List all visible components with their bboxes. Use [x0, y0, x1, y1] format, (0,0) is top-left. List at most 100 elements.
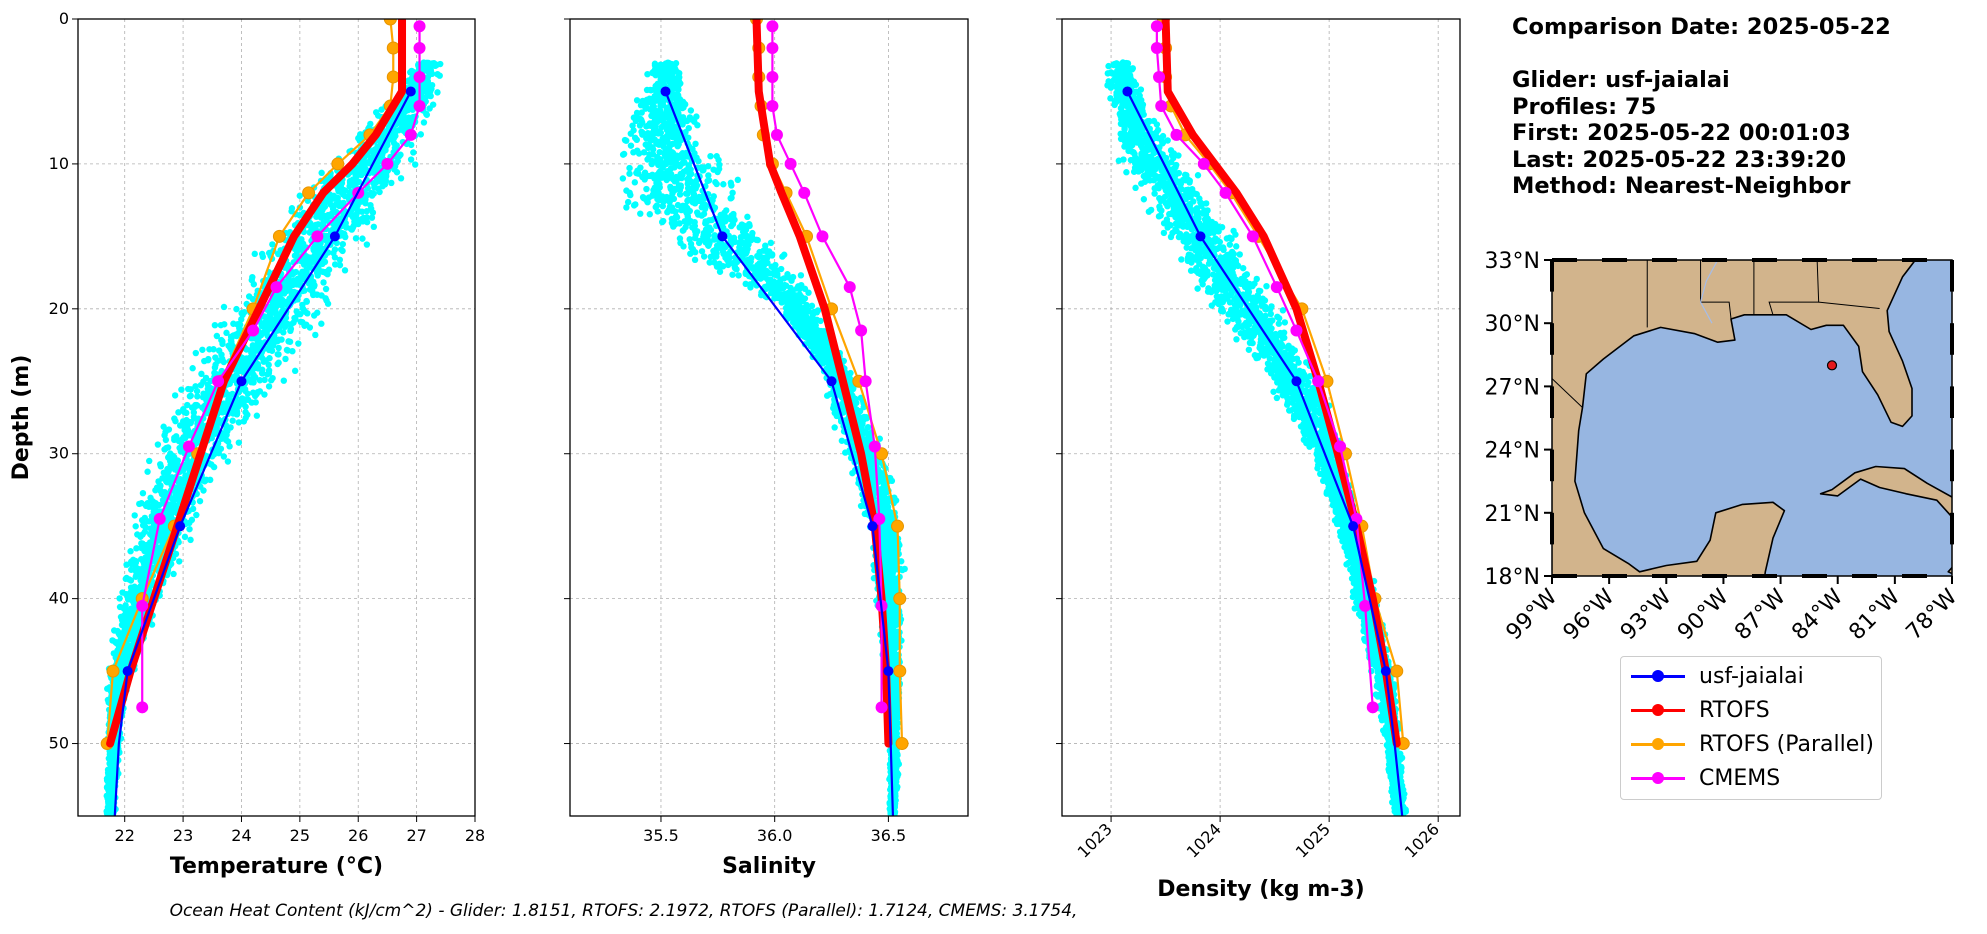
glider-scatter-point: [793, 285, 801, 292]
glider-scatter-point: [680, 243, 687, 250]
glider-scatter-point: [136, 500, 143, 508]
glider-scatter-point: [297, 277, 304, 284]
glider-scatter-point: [747, 284, 754, 291]
glider-scatter-point: [659, 164, 667, 171]
glider-scatter-point: [864, 424, 872, 431]
series-marker-cmems: [311, 230, 324, 243]
glider-scatter-point: [304, 310, 311, 317]
glider-scatter-point: [196, 497, 204, 505]
glider-scatter-point: [235, 367, 243, 374]
glider-scatter-point: [136, 584, 144, 591]
glider-scatter-point: [181, 408, 188, 416]
glider-scatter-point: [415, 61, 422, 68]
glider-scatter-point: [291, 367, 299, 375]
glider-scatter-point: [116, 603, 124, 611]
glider-scatter-point: [705, 241, 713, 248]
glider-scatter-point: [320, 279, 327, 286]
glider-scatter-point: [265, 383, 273, 390]
glider-scatter-point: [248, 349, 255, 357]
glider-scatter-point: [175, 409, 182, 416]
glider-scatter-point: [779, 291, 786, 298]
glider-scatter-point: [363, 241, 371, 248]
glider-scatter-point: [700, 253, 708, 260]
y-tick-label: 50: [49, 734, 69, 753]
x-tick-label: 22: [115, 826, 135, 845]
glider-scatter-point: [339, 240, 347, 248]
glider-scatter-point: [436, 72, 443, 79]
series-marker-rtofs-parallel: [386, 70, 400, 84]
glider-scatter-point: [685, 219, 692, 226]
glider-scatter-point: [133, 545, 140, 552]
glider-scatter-point: [105, 797, 113, 805]
glider-scatter-point: [242, 396, 249, 403]
glider-scatter-point: [687, 240, 695, 248]
glider-scatter-point: [116, 595, 123, 602]
glider-scatter-point: [656, 181, 663, 188]
glider-scatter-point: [679, 154, 686, 162]
glider-scatter-point: [689, 199, 696, 206]
glider-scatter-point: [318, 320, 325, 327]
glider-scatter-point: [691, 226, 698, 233]
glider-scatter-point: [312, 222, 319, 229]
glider-scatter-point: [228, 341, 236, 348]
glider-scatter-point: [138, 544, 145, 552]
glider-scatter-point: [287, 327, 294, 335]
glider-scatter-point: [839, 406, 847, 413]
glider-scatter-point: [677, 170, 684, 178]
glider-scatter-point: [668, 204, 676, 211]
glider-scatter-point: [831, 424, 838, 431]
glider-scatter-point: [694, 121, 701, 129]
glider-scatter-point: [360, 214, 367, 221]
glider-scatter-point: [627, 142, 635, 149]
glider-scatter-point: [280, 319, 287, 327]
glider-scatter-point: [749, 229, 756, 237]
glider-scatter-point: [847, 369, 854, 377]
y-axis-label: Depth (m): [9, 355, 34, 481]
glider-scatter-point: [786, 293, 793, 300]
glider-scatter-point: [423, 92, 431, 100]
glider-scatter-point: [271, 318, 278, 326]
glider-scatter-point: [362, 196, 369, 203]
glider-scatter-point: [322, 295, 329, 302]
glider-scatter-point: [235, 439, 243, 446]
glider-scatter-point: [797, 272, 805, 279]
glider-scatter-point: [675, 82, 682, 90]
glider-scatter-point: [759, 268, 766, 275]
glider-scatter-point: [638, 109, 645, 116]
glider-scatter-point: [220, 303, 228, 311]
glider-scatter-point: [153, 484, 161, 491]
glider-scatter-point: [695, 157, 702, 165]
glider-scatter-point: [280, 329, 287, 336]
glider-scatter-point: [144, 468, 151, 475]
glider-scatter-point: [786, 314, 793, 321]
glider-scatter-point: [288, 291, 296, 299]
glider-scatter-point: [631, 179, 639, 186]
glider-scatter-point: [809, 314, 816, 321]
glider-scatter-point: [133, 567, 140, 575]
glider-scatter-point: [359, 235, 366, 242]
glider-scatter-point: [248, 276, 255, 284]
glider-scatter-point: [674, 201, 682, 209]
glider-scatter-point: [368, 214, 376, 221]
glider-scatter-point: [179, 422, 187, 429]
glider-scatter-point: [648, 136, 655, 144]
glider-scatter-point: [346, 193, 353, 200]
glider-scatter-point: [260, 329, 267, 336]
glider-scatter-point: [649, 151, 657, 158]
glider-scatter-point: [769, 279, 776, 286]
glider-scatter-point: [778, 299, 785, 306]
glider-scatter-point: [224, 458, 232, 465]
glider-scatter-point: [650, 113, 657, 120]
glider-scatter-point: [220, 358, 228, 366]
glider-scatter-point: [160, 423, 167, 430]
glider-scatter-point: [299, 268, 306, 275]
glider-scatter-point: [343, 224, 350, 231]
glider-scatter-point: [185, 385, 192, 393]
glider-scatter-point: [741, 222, 748, 230]
glider-scatter-point: [187, 536, 194, 544]
glider-scatter-point: [227, 333, 235, 340]
glider-scatter-point: [128, 586, 135, 594]
glider-scatter-point: [669, 185, 676, 193]
glider-scatter-point: [729, 189, 736, 197]
glider-scatter-point: [319, 268, 326, 275]
